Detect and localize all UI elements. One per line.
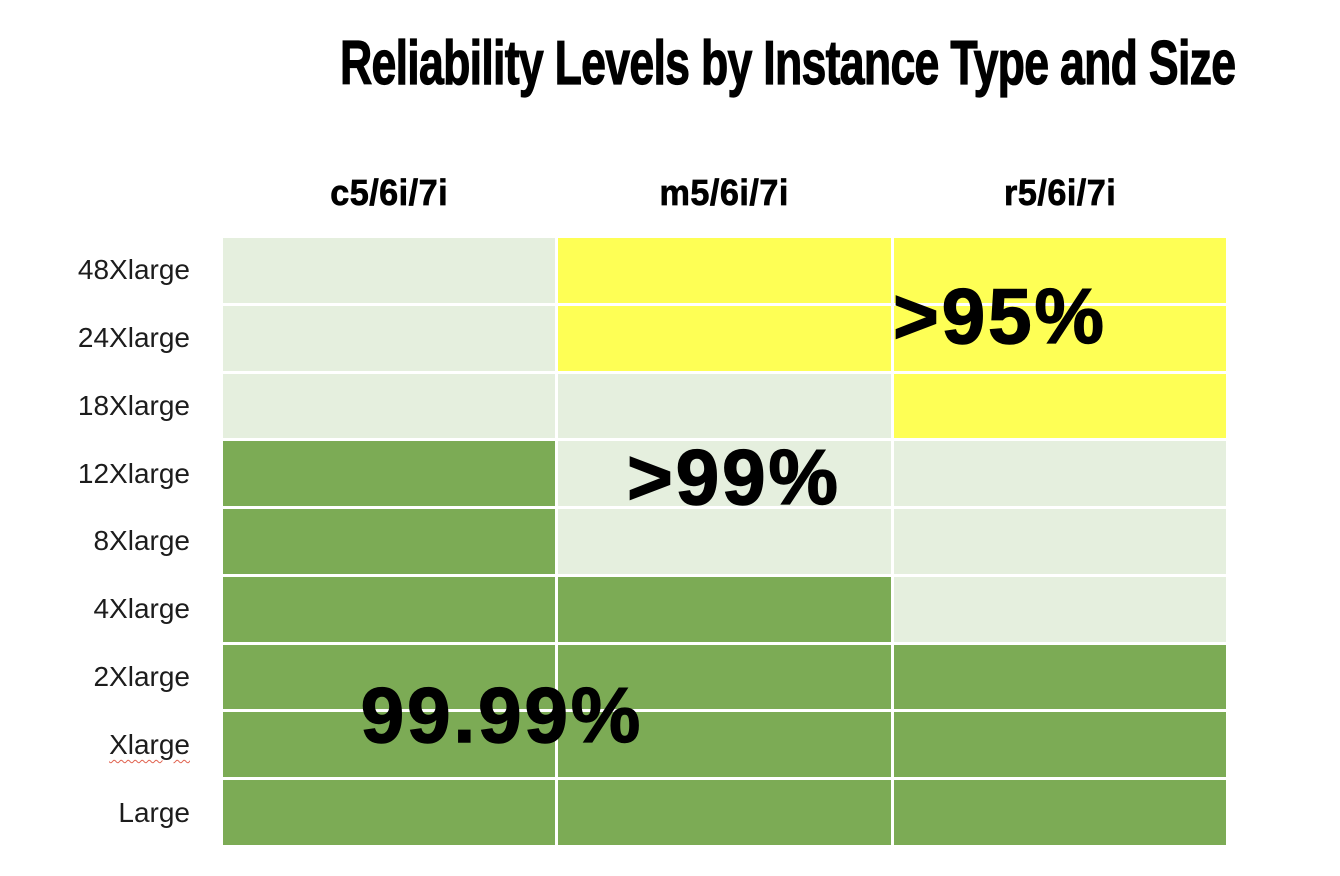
annotation-gt99: >99%: [626, 433, 841, 521]
row-label-text: 4Xlarge: [93, 593, 190, 625]
cell-12xlarge-r5-6i-7i: [893, 441, 1226, 507]
row-labels: 48Xlarge 24Xlarge 18Xlarge 12Xlarge 8Xlarge 4…: [40, 238, 190, 845]
column-header-c5-6i-7i: c5/6i/7i: [330, 172, 449, 214]
column-headers: c5/6i/7i m5/6i/7i r5/6i/7i: [223, 172, 1226, 222]
row-label-text: 12Xlarge: [77, 457, 190, 489]
cell-large-m5-6i-7i: [558, 780, 891, 845]
row-label-24xlarge: 24Xlarge: [40, 306, 190, 371]
cell-48xlarge-c5-6i-7i: [223, 238, 556, 303]
row-label-text: Large: [118, 796, 190, 828]
cell-24xlarge-c5-6i-7i: [223, 305, 556, 371]
cell-2xlarge-r5-6i-7i: [893, 644, 1226, 710]
row-label-xlarge: Xlarge: [40, 712, 190, 777]
annotation-gt95: >95%: [892, 272, 1107, 360]
row-label-large: Large: [40, 780, 190, 845]
row-label-text: 2Xlarge: [93, 661, 190, 693]
cell-18xlarge-r5-6i-7i: [893, 373, 1226, 439]
row-label-text: 24Xlarge: [77, 322, 190, 354]
cell-4xlarge-m5-6i-7i: [558, 576, 891, 642]
row-label-text: 48Xlarge: [77, 254, 190, 286]
row-label-48xlarge: 48Xlarge: [40, 238, 190, 303]
cell-48xlarge-r5-6i-7i: [893, 238, 1226, 303]
cell-xlarge-m5-6i-7i: [558, 712, 891, 778]
cell-2xlarge-c5-6i-7i: [223, 644, 556, 710]
cell-12xlarge-c5-6i-7i: [223, 441, 556, 507]
cell-12xlarge-m5-6i-7i: [558, 441, 891, 507]
column-header-m5-6i-7i: m5/6i/7i: [659, 172, 790, 214]
cell-24xlarge-r5-6i-7i: [893, 305, 1226, 371]
annotation-99-99: 99.99%: [360, 671, 644, 759]
column-header-r5-6i-7i: r5/6i/7i: [1003, 172, 1116, 214]
cell-2xlarge-m5-6i-7i: [558, 644, 891, 710]
row-label-2xlarge: 2Xlarge: [40, 645, 190, 710]
cell-4xlarge-c5-6i-7i: [223, 576, 556, 642]
cell-large-c5-6i-7i: [223, 780, 556, 845]
row-label-12xlarge: 12Xlarge: [40, 441, 190, 506]
cell-18xlarge-c5-6i-7i: [223, 373, 556, 439]
row-label-4xlarge: 4Xlarge: [40, 577, 190, 642]
cell-8xlarge-c5-6i-7i: [223, 509, 556, 574]
cell-48xlarge-m5-6i-7i: [558, 238, 891, 303]
cell-8xlarge-m5-6i-7i: [558, 509, 891, 574]
cell-4xlarge-r5-6i-7i: [893, 576, 1226, 642]
cell-xlarge-c5-6i-7i: [223, 712, 556, 778]
row-label-8xlarge: 8Xlarge: [40, 509, 190, 574]
row-label-18xlarge: 18Xlarge: [40, 374, 190, 439]
cell-24xlarge-m5-6i-7i: [558, 305, 891, 371]
cell-8xlarge-r5-6i-7i: [893, 509, 1226, 574]
page-title: Reliability Levels by Instance Type and …: [340, 28, 1237, 98]
cell-18xlarge-m5-6i-7i: [558, 373, 891, 439]
row-label-text: 8Xlarge: [93, 525, 190, 557]
row-label-text: 18Xlarge: [77, 389, 190, 421]
heatmap-grid: [223, 238, 1226, 845]
cell-large-r5-6i-7i: [893, 780, 1226, 845]
cell-xlarge-r5-6i-7i: [893, 712, 1226, 778]
row-label-text: Xlarge: [109, 728, 190, 760]
